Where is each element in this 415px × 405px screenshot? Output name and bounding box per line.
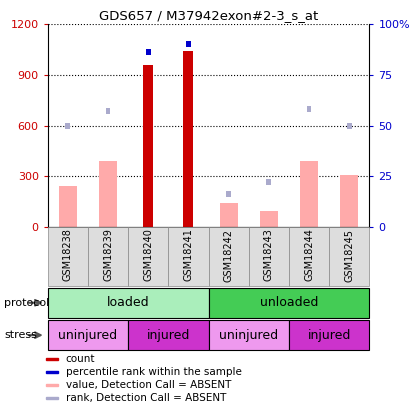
Text: uninjured: uninjured [59, 328, 117, 342]
Bar [209, 227, 249, 286]
Bar [266, 179, 271, 185]
Bar [220, 203, 238, 227]
Bar [48, 288, 209, 318]
Bar [329, 227, 369, 286]
Text: GSM18241: GSM18241 [183, 228, 193, 281]
Bar [186, 40, 191, 47]
Bar [46, 371, 58, 373]
Bar [209, 288, 369, 318]
Text: GSM18238: GSM18238 [63, 228, 73, 281]
Text: value, Detection Call = ABSENT: value, Detection Call = ABSENT [66, 380, 231, 390]
Bar [46, 397, 58, 399]
Text: GSM18244: GSM18244 [304, 228, 314, 281]
Bar [289, 320, 369, 350]
Bar [46, 384, 58, 386]
Bar [128, 320, 209, 350]
Bar [48, 320, 128, 350]
Text: uninjured: uninjured [219, 328, 278, 342]
Bar [59, 186, 77, 227]
Bar [260, 211, 278, 227]
Text: protocol: protocol [4, 298, 49, 308]
Bar [146, 49, 151, 55]
Bar [307, 107, 311, 112]
Bar [300, 161, 318, 227]
Text: percentile rank within the sample: percentile rank within the sample [66, 367, 242, 377]
Text: loaded: loaded [107, 296, 149, 309]
Bar [48, 227, 88, 286]
Bar [99, 161, 117, 227]
Text: GSM18242: GSM18242 [224, 228, 234, 281]
Bar [66, 122, 70, 129]
Bar [209, 320, 289, 350]
Text: GSM18243: GSM18243 [264, 228, 274, 281]
Bar [143, 65, 153, 227]
Bar [88, 227, 128, 286]
Bar [183, 51, 193, 227]
Bar [105, 109, 110, 115]
Text: GSM18240: GSM18240 [143, 228, 153, 281]
Bar [168, 227, 209, 286]
Bar [226, 192, 231, 198]
Bar [347, 122, 352, 129]
Text: injured: injured [146, 328, 190, 342]
Bar [340, 175, 358, 227]
Text: GSM18239: GSM18239 [103, 228, 113, 281]
Bar [128, 227, 168, 286]
Text: injured: injured [308, 328, 351, 342]
Text: rank, Detection Call = ABSENT: rank, Detection Call = ABSENT [66, 393, 226, 403]
Text: GSM18245: GSM18245 [344, 228, 354, 281]
Text: unloaded: unloaded [260, 296, 318, 309]
Text: count: count [66, 354, 95, 364]
Bar [289, 227, 329, 286]
Title: GDS657 / M37942exon#2-3_s_at: GDS657 / M37942exon#2-3_s_at [99, 9, 318, 22]
Bar [46, 358, 58, 360]
Bar [249, 227, 289, 286]
Text: stress: stress [4, 330, 37, 340]
